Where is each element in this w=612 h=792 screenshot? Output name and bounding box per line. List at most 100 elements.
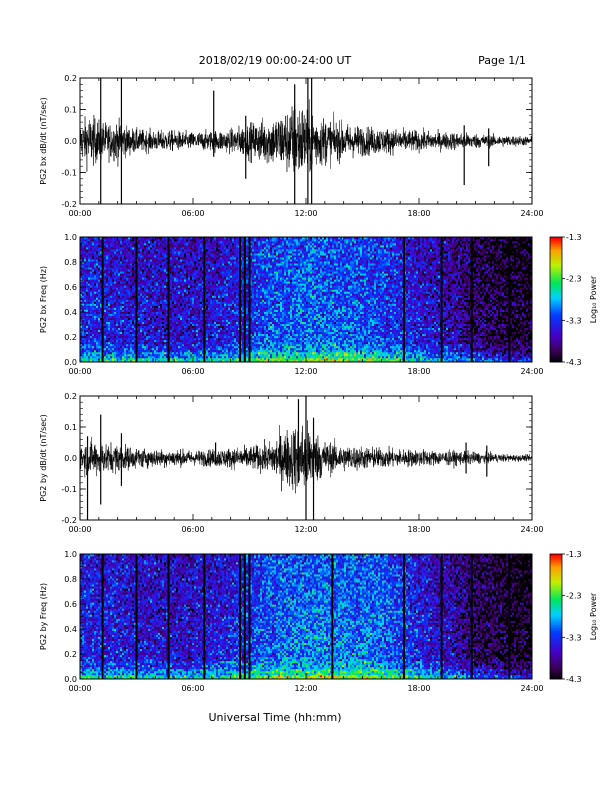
- spectrogram-cell: [82, 251, 84, 253]
- spectrogram-cell: [90, 243, 92, 245]
- spectrogram-cell: [118, 304, 120, 306]
- spectrogram-cell: [104, 293, 106, 295]
- spectrogram-cell: [124, 285, 126, 287]
- spectrogram-cell: [86, 318, 88, 320]
- spectrogram-cell: [94, 283, 96, 285]
- spectrogram-cell: [86, 346, 88, 348]
- spectrogram-cell: [110, 352, 112, 354]
- spectrogram-cell: [112, 300, 114, 302]
- spectrogram-cell: [92, 352, 94, 354]
- spectrogram-cell: [106, 247, 108, 249]
- spectrogram-cell: [110, 295, 112, 297]
- spectrogram-cell: [122, 279, 124, 281]
- spectrogram-cell: [106, 285, 108, 287]
- spectrogram-cell: [94, 304, 96, 306]
- spectrogram-cell: [92, 297, 94, 299]
- spectrogram-cell: [120, 334, 122, 336]
- spectrogram-cell: [98, 245, 100, 247]
- spectrogram-cell: [120, 306, 122, 308]
- spectrogram-cell: [106, 267, 108, 269]
- spectrogram-cell: [108, 326, 110, 328]
- spectrogram-cell: [88, 239, 90, 241]
- spectrogram-cell: [98, 310, 100, 312]
- spectrogram-cell: [96, 285, 98, 287]
- spectrogram-cell: [106, 302, 108, 304]
- spectrogram-cell: [116, 261, 118, 263]
- spectrogram-cells: [80, 237, 532, 362]
- spectrogram-cell: [112, 338, 114, 340]
- spectrogram-cell: [104, 352, 106, 354]
- spectrogram-cell: [94, 350, 96, 352]
- spectrogram-cell: [116, 302, 118, 304]
- spectrogram-cell: [122, 243, 124, 245]
- spectrogram-cell: [106, 257, 108, 259]
- spectrogram-cell: [92, 328, 94, 330]
- spectrogram-cell: [96, 346, 98, 348]
- spectrogram-cell: [116, 247, 118, 249]
- spectrogram-cell: [90, 310, 92, 312]
- spectrogram-cell: [86, 283, 88, 285]
- spectrogram-cell: [110, 279, 112, 281]
- spectrogram-cell: [98, 322, 100, 324]
- spectrogram-cell: [88, 295, 90, 297]
- spectrogram-cell: [104, 281, 106, 283]
- spectrogram-cell: [96, 340, 98, 342]
- spectrogram-cell: [108, 310, 110, 312]
- spectrogram-cell: [90, 287, 92, 289]
- spectrogram-cell: [88, 342, 90, 344]
- y-tick-label: -0.2: [61, 200, 77, 209]
- spectrogram-cell: [112, 289, 114, 291]
- spectrogram-cell: [122, 342, 124, 344]
- spectrogram-cell: [110, 259, 112, 261]
- spectrogram-cell: [114, 356, 116, 358]
- spectrogram-cell: [124, 277, 126, 279]
- spectrogram-cell: [126, 330, 128, 332]
- spectrogram-cell: [114, 334, 116, 336]
- spectrogram-cell: [112, 354, 114, 356]
- spectrogram-cell: [82, 358, 84, 360]
- spectrogram-cell: [124, 243, 126, 245]
- spectrogram-cell: [116, 312, 118, 314]
- spectrogram-cell: [86, 344, 88, 346]
- spectrogram-cell: [86, 314, 88, 316]
- spectrogram-cell: [84, 302, 86, 304]
- spectrogram-cell: [110, 342, 112, 344]
- spectrogram-cell: [92, 241, 94, 243]
- spectrogram-cell: [110, 332, 112, 334]
- spectrogram-cell: [92, 289, 94, 291]
- spectrogram-cell: [104, 267, 106, 269]
- spectrogram-cell: [82, 310, 84, 312]
- spectrogram-cell: [110, 245, 112, 247]
- spectrogram-cell: [124, 275, 126, 277]
- spectrogram-cell: [120, 289, 122, 291]
- spectrogram-cell: [88, 251, 90, 253]
- spectrogram-cell: [98, 302, 100, 304]
- spectrogram-cell: [108, 358, 110, 360]
- spectrogram-cell: [126, 326, 128, 328]
- spectrogram-cell: [112, 271, 114, 273]
- spectrogram-cell: [110, 318, 112, 320]
- spectrogram-cell: [86, 300, 88, 302]
- spectrogram-cell: [116, 346, 118, 348]
- spectrogram-cell: [128, 281, 130, 283]
- spectrogram-cell: [120, 271, 122, 273]
- spectrogram-cell: [86, 354, 88, 356]
- spectrogram-cell: [126, 324, 128, 326]
- spectrogram-cell: [118, 267, 120, 269]
- spectrogram-cell: [128, 358, 130, 360]
- spectrogram-cell: [86, 287, 88, 289]
- spectrogram-cell: [98, 297, 100, 299]
- spectrogram-cell: [122, 304, 124, 306]
- spectrogram-cell: [108, 255, 110, 257]
- spectrogram-cell: [124, 350, 126, 352]
- spectrogram-cell: [90, 342, 92, 344]
- spectrogram-cell: [88, 245, 90, 247]
- spectrogram-cell: [124, 239, 126, 241]
- spectrogram-cell: [112, 316, 114, 318]
- spectrogram-cell: [96, 312, 98, 314]
- spectrogram-cell: [122, 273, 124, 275]
- spectrogram-cell: [106, 314, 108, 316]
- spectrogram-cell: [96, 328, 98, 330]
- spectrogram-cell: [86, 273, 88, 275]
- spectrogram-cell: [106, 271, 108, 273]
